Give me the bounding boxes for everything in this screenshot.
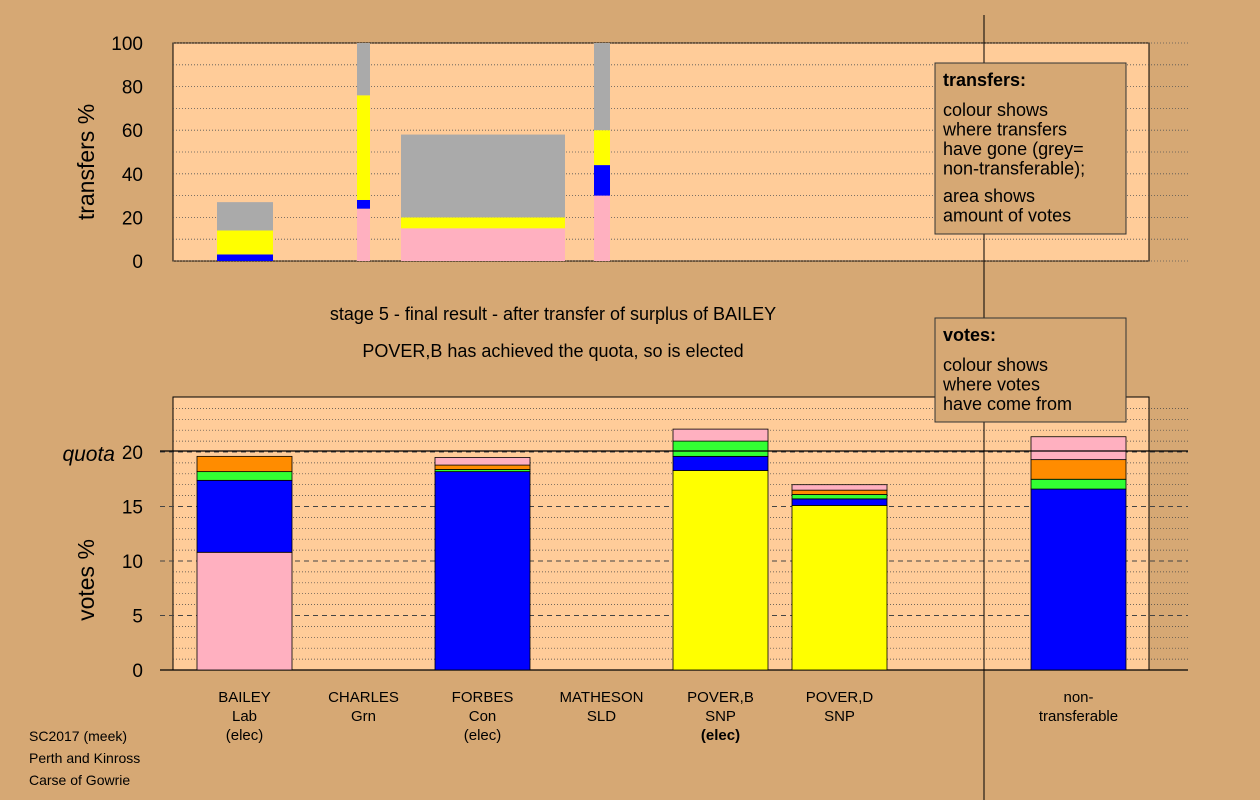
vote-segment-blue (434, 471, 531, 671)
vote-segment-yellow (672, 470, 769, 671)
y-tick-label: 40 (122, 165, 143, 186)
y-tick-label: 10 (122, 552, 143, 573)
candidate-label-line: CHARLES (328, 689, 399, 706)
candidate-labels: BAILEY Lab (elec) CHARLES Grn FORBES Con (elec)… (218, 689, 1118, 744)
candidate-label-line: FORBES (452, 689, 514, 706)
votes-y-axis-label: votes % (73, 539, 99, 621)
legend-text: colour shows (943, 355, 1048, 375)
transfer-segment-yellow (594, 130, 610, 166)
votes-y-ticks: 0 5 10 15 20 (122, 443, 143, 682)
legend-title: transfers: (943, 70, 1026, 90)
vote-segment-blue (1030, 488, 1127, 671)
legend-text: where transfers (942, 120, 1067, 140)
footer-text: SC2017 (meek) Perth and Kinross Carse of G… (29, 728, 140, 788)
vote-segment-blue (196, 479, 293, 553)
candidate-label-line: Con (469, 708, 497, 725)
candidate-label-line: (elec) (464, 727, 502, 744)
candidate-label-line: POVER,B (687, 689, 754, 706)
transfer-segment-yellow (357, 95, 370, 200)
transfer-segment-grey (217, 202, 273, 231)
y-tick-label: 100 (111, 34, 143, 55)
vote-segment-green (196, 471, 293, 481)
candidate-label-line: transferable (1039, 708, 1118, 725)
candidate-label-line: SNP (824, 708, 855, 725)
y-tick-label: 0 (132, 661, 143, 682)
transfers-bars (217, 43, 610, 261)
transfers-y-axis-label: transfers % (73, 104, 99, 220)
legend-text: area shows (943, 186, 1035, 206)
candidate-label-line: BAILEY (218, 689, 271, 706)
transfer-segment-grey (594, 43, 610, 131)
candidate-label-line: Lab (232, 708, 257, 725)
transfer-segment-blue (357, 199, 370, 209)
legend-text: non-transferable); (943, 159, 1085, 179)
votes-bars (160, 428, 1188, 671)
footer-line: Perth and Kinross (29, 750, 140, 766)
stage-heading: stage 5 - final result - after transfer … (330, 304, 776, 324)
legend-text: amount of votes (943, 206, 1071, 226)
footer-line: SC2017 (meek) (29, 728, 127, 744)
vote-segment-yellow (791, 505, 888, 671)
vote-segment-green (791, 494, 888, 500)
transfer-segment-grey (401, 134, 565, 218)
legend-text: have gone (grey= (943, 139, 1084, 159)
y-tick-label: 20 (122, 443, 143, 464)
y-tick-label: 20 (122, 208, 143, 229)
vote-segment-orange (434, 464, 531, 470)
candidate-label-line: POVER,D (806, 689, 874, 706)
candidate-label-line: (elec) (226, 727, 264, 744)
y-tick-label: 0 (132, 252, 143, 273)
transfer-segment-blue (594, 165, 610, 196)
vote-segment-pink (791, 484, 888, 491)
votes-plot-area (172, 396, 1150, 671)
transfer-segment-pink (357, 208, 370, 261)
elected-heading: POVER,B has achieved the quota, so is el… (362, 341, 743, 361)
vote-segment-blue (672, 455, 769, 471)
transfer-segment-pink (594, 195, 610, 261)
y-tick-label: 80 (122, 78, 143, 99)
transfer-segment-grey (357, 43, 370, 96)
vote-segment-green (1030, 478, 1127, 490)
transfers-gridlines (173, 42, 1188, 262)
vote-segment-pink (1030, 436, 1127, 461)
vote-segment-blue (791, 498, 888, 506)
legend-text: have come from (943, 394, 1072, 414)
legend-box (934, 317, 1127, 423)
transfers-y-ticks: 0 20 40 60 80 100 (111, 34, 143, 273)
transfer-segment-pink (401, 228, 565, 261)
vote-segment-orange (196, 455, 293, 473)
legend-text: colour shows (943, 100, 1048, 120)
candidate-label-line: (elec) (701, 727, 740, 744)
transfer-segment-blue (217, 254, 273, 261)
candidate-label-line: SNP (705, 708, 736, 725)
y-tick-label: 60 (122, 121, 143, 142)
transfer-segment-yellow (217, 230, 273, 255)
candidate-label-line: Grn (351, 708, 376, 725)
candidate-label-line: non- (1063, 689, 1093, 706)
footer-line: Carse of Gowrie (29, 772, 130, 788)
legend-text: where votes (942, 375, 1040, 395)
vote-segment-green (672, 440, 769, 457)
vote-segment-pink (196, 551, 293, 671)
y-tick-label: 5 (132, 607, 143, 628)
vote-segment-pink (672, 428, 769, 442)
legend-title: votes: (943, 325, 996, 345)
transfer-segment-yellow (401, 217, 565, 229)
vote-segment-orange (1030, 459, 1127, 480)
legend-box (934, 62, 1127, 235)
candidate-label-line: SLD (587, 708, 616, 725)
y-tick-label: 15 (122, 498, 143, 519)
vote-segment-pink (434, 457, 531, 466)
candidate-label-line: MATHESON (560, 689, 644, 706)
quota-label: quota (62, 443, 115, 466)
vote-segment-orange (791, 489, 888, 495)
